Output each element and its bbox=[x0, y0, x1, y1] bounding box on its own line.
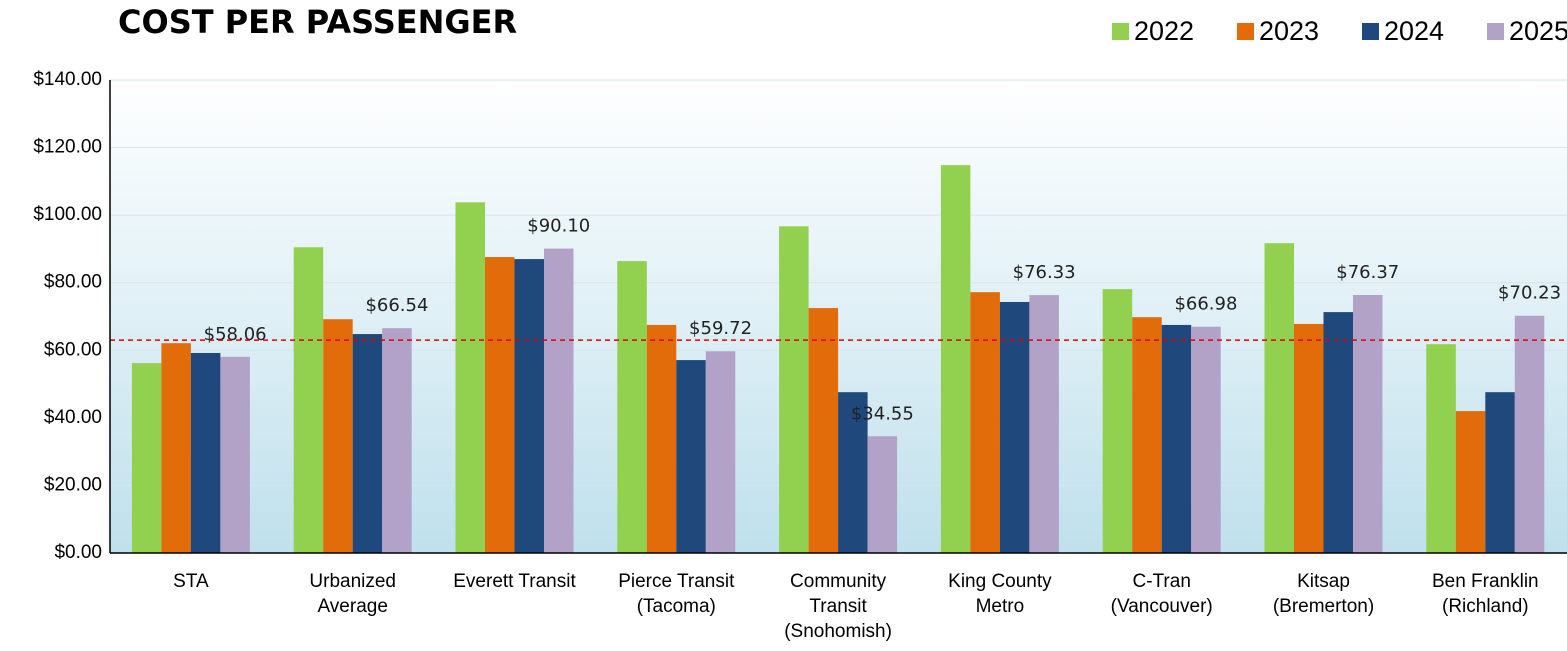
x-tick-label-line: Community bbox=[790, 571, 887, 592]
bar bbox=[646, 324, 677, 553]
x-tick-label: Community Transit (Snohomish) bbox=[784, 571, 892, 642]
x-tick-label-line: Everett Transit bbox=[453, 571, 576, 592]
bar bbox=[779, 226, 809, 553]
bar bbox=[1264, 243, 1294, 553]
x-tick-label-line: STA bbox=[173, 571, 209, 592]
data-label: $34.55 bbox=[851, 403, 914, 424]
legend-label: 2023 bbox=[1259, 16, 1319, 46]
legend-label: 2025 bbox=[1509, 16, 1567, 46]
y-tick-label: $100.00 bbox=[33, 204, 102, 225]
legend-label: 2022 bbox=[1134, 16, 1194, 46]
bar bbox=[705, 351, 736, 553]
x-tick-label: King County Metro bbox=[948, 571, 1052, 617]
x-tick-label: Ben Franklin (Richland) bbox=[1432, 571, 1539, 617]
bar bbox=[676, 360, 706, 553]
x-tick-label-line: C-Tran bbox=[1132, 571, 1190, 592]
bar bbox=[867, 436, 898, 553]
chart-title: COST PER PASSENGER bbox=[118, 3, 517, 41]
y-tick-label: $140.00 bbox=[33, 69, 102, 90]
bar bbox=[382, 328, 412, 553]
bar bbox=[220, 356, 250, 553]
bar bbox=[352, 334, 383, 553]
bar bbox=[190, 352, 221, 553]
x-tick-label: C-Tran (Vancouver) bbox=[1111, 571, 1213, 617]
data-label: $66.54 bbox=[365, 295, 428, 316]
bar bbox=[161, 343, 191, 553]
y-tick-label: $120.00 bbox=[33, 137, 102, 158]
x-tick-label-line: Urbanized bbox=[309, 571, 396, 592]
y-tick-label: $60.00 bbox=[44, 339, 102, 360]
x-tick-label-line: Metro bbox=[976, 596, 1025, 617]
x-tick-label-line: Average bbox=[317, 596, 387, 617]
data-label: $76.33 bbox=[1013, 262, 1076, 283]
bar bbox=[131, 363, 162, 553]
data-label: $66.98 bbox=[1174, 294, 1237, 315]
x-tick-label-line: (Bremerton) bbox=[1273, 596, 1374, 617]
x-tick-label: Kitsap (Bremerton) bbox=[1273, 571, 1374, 617]
legend-swatch bbox=[1487, 23, 1504, 40]
bar bbox=[544, 248, 574, 554]
y-tick-label: $0.00 bbox=[54, 542, 102, 563]
bar bbox=[323, 319, 353, 553]
bar bbox=[1294, 323, 1324, 553]
x-tick-label: Urbanized Average bbox=[309, 571, 396, 617]
x-tick-label-line: King County bbox=[948, 571, 1052, 592]
x-tick-label-line: Kitsap bbox=[1297, 571, 1350, 592]
data-label: $59.72 bbox=[689, 318, 752, 339]
bar bbox=[1161, 324, 1192, 553]
bar bbox=[1323, 312, 1353, 553]
data-label: $58.06 bbox=[204, 324, 267, 345]
x-tick-label: Everett Transit bbox=[453, 571, 576, 592]
legend-swatch bbox=[1237, 23, 1254, 40]
y-tick-label: $40.00 bbox=[44, 407, 102, 428]
x-tick-label-line: Transit bbox=[809, 596, 867, 617]
bar bbox=[1102, 289, 1133, 553]
y-tick-label: $80.00 bbox=[44, 272, 102, 293]
bar bbox=[999, 301, 1030, 553]
bar bbox=[1029, 295, 1059, 553]
x-tick-label-line: (Richland) bbox=[1442, 596, 1529, 617]
data-label: $76.37 bbox=[1336, 262, 1399, 283]
x-tick-label-line: Pierce Transit bbox=[618, 571, 735, 592]
legend-swatch bbox=[1112, 23, 1129, 40]
bar bbox=[1132, 317, 1162, 553]
x-tick-label: Pierce Transit (Tacoma) bbox=[618, 571, 735, 617]
y-tick-label: $20.00 bbox=[44, 474, 102, 495]
bar bbox=[293, 247, 324, 553]
bar bbox=[1426, 344, 1456, 553]
bar bbox=[808, 308, 839, 553]
bar bbox=[1191, 326, 1221, 553]
x-tick-label-line: (Tacoma) bbox=[637, 596, 716, 617]
bar bbox=[940, 165, 971, 553]
legend-label: 2024 bbox=[1384, 16, 1444, 46]
bar bbox=[455, 202, 485, 553]
bar bbox=[838, 392, 868, 553]
bar bbox=[1514, 315, 1545, 553]
bar bbox=[1455, 411, 1486, 553]
bar bbox=[514, 259, 544, 553]
x-tick-label: STA bbox=[173, 571, 209, 592]
x-tick-label-line: Ben Franklin bbox=[1432, 571, 1539, 592]
bar bbox=[970, 292, 1000, 553]
bar bbox=[485, 257, 515, 553]
data-label: $70.23 bbox=[1498, 283, 1561, 304]
bar bbox=[617, 261, 647, 553]
x-tick-label-line: (Vancouver) bbox=[1111, 596, 1213, 617]
data-label: $90.10 bbox=[527, 216, 590, 237]
x-tick-label-line: (Snohomish) bbox=[784, 621, 892, 642]
bar bbox=[1485, 392, 1515, 553]
legend-swatch bbox=[1362, 23, 1379, 40]
bar bbox=[1353, 294, 1383, 553]
